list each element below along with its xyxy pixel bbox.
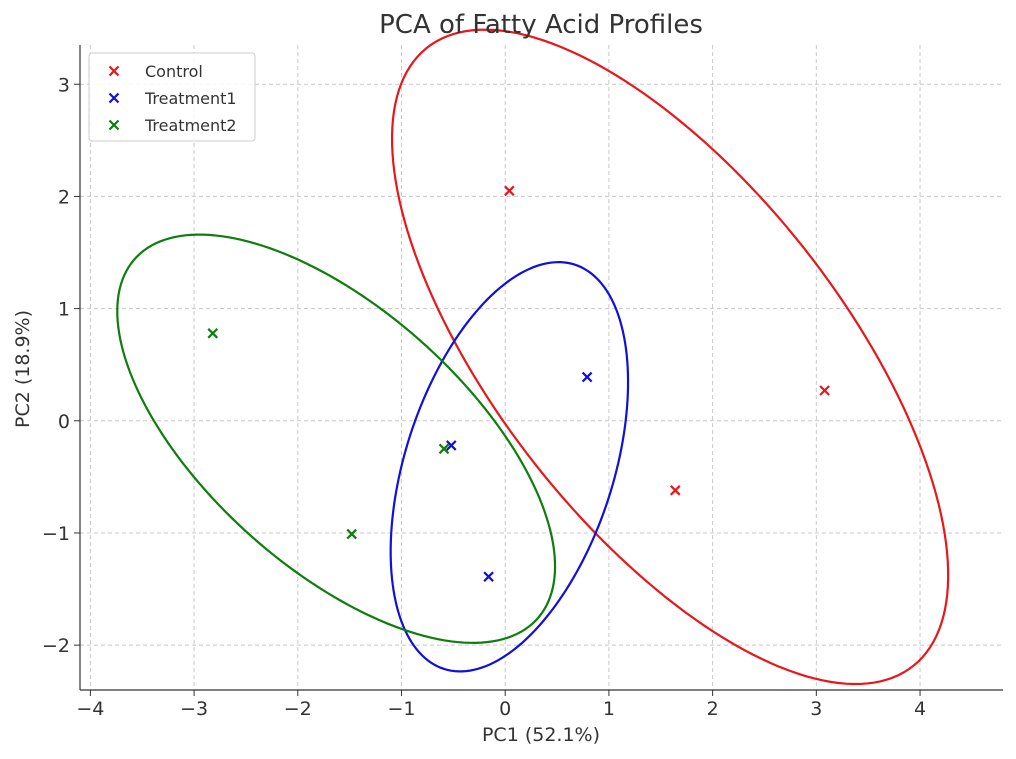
point-control bbox=[670, 485, 681, 496]
y-tick-label: 0 bbox=[58, 411, 70, 433]
y-axis-label: PC2 (18.9%) bbox=[12, 310, 34, 428]
legend-item-control: Control bbox=[108, 62, 203, 81]
y-tick-label: −1 bbox=[42, 523, 70, 545]
x-tick-label: 1 bbox=[603, 698, 615, 720]
marker-stroke bbox=[670, 485, 681, 496]
grid bbox=[80, 45, 1003, 690]
marker-stroke bbox=[346, 528, 357, 540]
point-treatment1 bbox=[581, 371, 593, 383]
marker-stroke bbox=[207, 328, 219, 339]
x-tick-label: −3 bbox=[180, 698, 208, 720]
legend-item-treatment2: Treatment2 bbox=[108, 116, 237, 135]
point-treatment2 bbox=[207, 328, 219, 339]
point-treatment1 bbox=[445, 440, 457, 451]
data-points bbox=[207, 185, 830, 582]
x-tick-label: −1 bbox=[387, 698, 415, 720]
ellipse-treatment2 bbox=[116, 233, 557, 644]
point-treatment1 bbox=[483, 571, 494, 582]
x-tick-label: −2 bbox=[284, 698, 312, 720]
legend-box bbox=[88, 52, 256, 142]
y-tick-label: 1 bbox=[58, 299, 70, 321]
chart-title: PCA of Fatty Acid Profiles bbox=[379, 10, 703, 40]
point-control bbox=[504, 185, 515, 197]
ellipse-control bbox=[390, 28, 950, 686]
y-tick-label: −2 bbox=[42, 635, 70, 657]
legend-marker bbox=[108, 65, 120, 77]
marker-stroke bbox=[483, 571, 494, 582]
legend: Control Treatment1 Treatment2 bbox=[88, 52, 256, 142]
x-tick-label: −4 bbox=[76, 698, 104, 720]
y-tick-label: 2 bbox=[58, 186, 70, 208]
legend-marker bbox=[108, 92, 120, 104]
ellipse-treatment1 bbox=[389, 261, 630, 673]
y-tick-label: 3 bbox=[58, 74, 70, 96]
legend-item-treatment1: Treatment1 bbox=[108, 89, 237, 108]
x-tick-label: 4 bbox=[914, 698, 926, 720]
legend-label: Treatment2 bbox=[144, 116, 237, 135]
marker-stroke bbox=[445, 440, 457, 451]
axes bbox=[79, 45, 1003, 691]
point-control bbox=[819, 385, 830, 396]
x-tick-label: 2 bbox=[707, 698, 719, 720]
confidence-ellipses bbox=[116, 28, 950, 686]
x-tick-label: 3 bbox=[810, 698, 822, 720]
legend-marker bbox=[108, 119, 120, 131]
legend-label: Treatment1 bbox=[144, 89, 237, 108]
point-treatment2 bbox=[438, 443, 450, 455]
marker-stroke bbox=[819, 385, 830, 396]
ticks: −4 −3 −2 −1 0 1 2 3 4 −2 −1 0 1 2 3 bbox=[42, 74, 926, 720]
x-tick-label: 0 bbox=[499, 698, 511, 720]
x-axis-label: PC1 (52.1%) bbox=[482, 724, 600, 746]
point-treatment2 bbox=[346, 528, 357, 540]
marker-stroke bbox=[581, 371, 593, 383]
marker-stroke bbox=[504, 185, 515, 197]
legend-label: Control bbox=[145, 62, 203, 81]
marker-stroke bbox=[438, 443, 450, 455]
